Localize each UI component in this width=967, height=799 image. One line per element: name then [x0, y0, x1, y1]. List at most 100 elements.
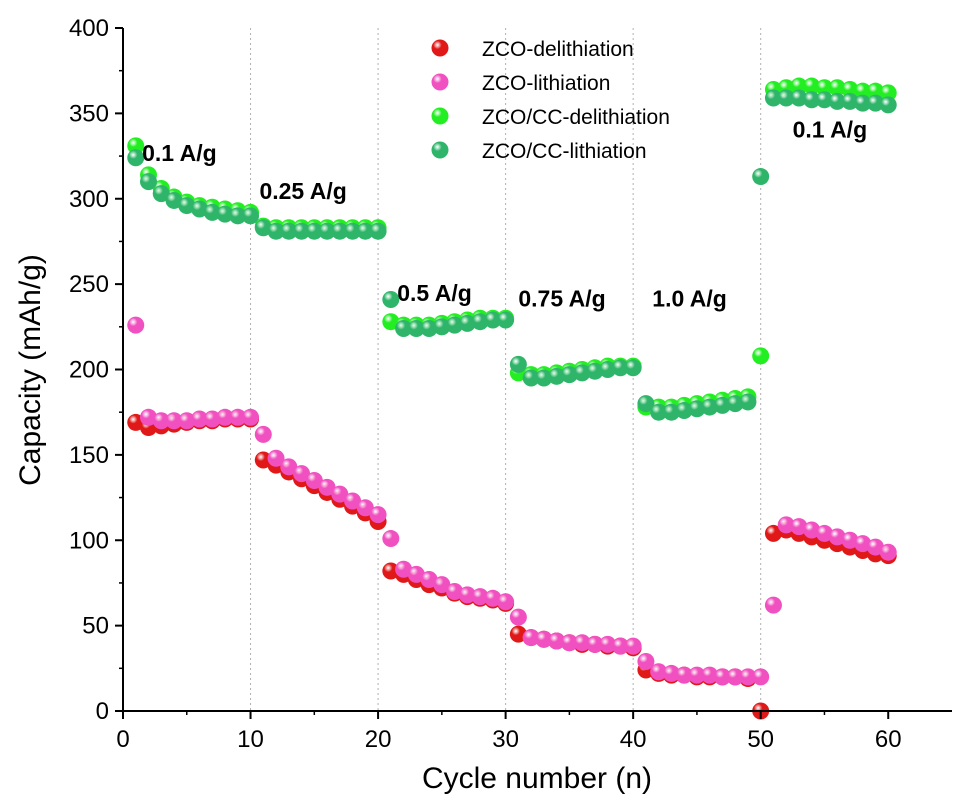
data-point — [203, 410, 221, 428]
data-point — [267, 449, 285, 467]
y-tick-label: 300 — [69, 186, 109, 213]
data-point — [407, 320, 425, 338]
data-point — [382, 290, 400, 308]
data-point — [790, 518, 808, 536]
data-point — [713, 396, 731, 414]
data-point — [305, 471, 323, 489]
data-point — [152, 185, 170, 203]
data-point — [127, 149, 145, 167]
tick-labels: 0 50 100 150 200 250 300 350 400 0 10 20 30 40 50 60 — [69, 15, 902, 753]
data-point — [637, 395, 655, 413]
data-point — [191, 410, 209, 428]
data-point — [624, 637, 642, 655]
data-point — [127, 137, 145, 155]
y-tick-label: 100 — [69, 527, 109, 554]
data-point — [395, 320, 413, 338]
data-point — [318, 222, 336, 240]
data-series — [127, 77, 897, 720]
data-point — [127, 316, 145, 334]
data-point — [764, 89, 782, 107]
data-point — [420, 320, 438, 338]
data-point — [356, 499, 374, 517]
legend-label: ZCO/CC-delithiation — [482, 106, 670, 129]
data-point — [586, 635, 604, 653]
data-point — [280, 458, 298, 476]
data-point — [140, 173, 158, 191]
data-point — [752, 668, 770, 686]
x-tick-label: 50 — [747, 726, 774, 753]
data-point — [229, 408, 247, 426]
data-point — [828, 92, 846, 110]
data-point — [866, 538, 884, 556]
data-point — [662, 664, 680, 682]
data-point — [815, 524, 833, 542]
data-point — [267, 222, 285, 240]
data-point — [382, 530, 400, 548]
data-point — [841, 92, 859, 110]
data-point — [688, 666, 706, 684]
data-point — [344, 492, 362, 510]
data-point — [841, 80, 859, 98]
data-point — [420, 571, 438, 589]
data-point — [522, 369, 540, 387]
rate-annotation: 0.1 A/g — [793, 116, 868, 142]
x-tick-label: 60 — [875, 726, 902, 753]
data-point — [165, 412, 183, 430]
y-tick-label: 50 — [82, 613, 109, 640]
data-point — [446, 582, 464, 600]
rate-annotations: 0.1 A/g 0.25 A/g 0.5 A/g 0.75 A/g 1.0 A/g 0.1… — [142, 116, 867, 311]
data-point — [637, 652, 655, 670]
data-point — [458, 314, 476, 332]
data-point — [548, 632, 566, 650]
data-point — [841, 531, 859, 549]
data-point — [497, 311, 515, 329]
data-point — [764, 596, 782, 614]
data-point — [573, 634, 591, 652]
rate-annotation: 0.25 A/g — [259, 178, 346, 204]
data-point — [560, 366, 578, 384]
y-tick-label: 0 — [96, 698, 109, 725]
data-point — [790, 89, 808, 107]
data-point — [701, 666, 719, 684]
data-point — [879, 96, 897, 114]
data-point — [369, 222, 387, 240]
data-point — [382, 313, 400, 331]
data-point — [777, 516, 795, 534]
data-point — [662, 403, 680, 421]
series-zco-cc-lithiation — [127, 89, 897, 421]
data-point — [331, 222, 349, 240]
axes — [115, 27, 952, 719]
data-point — [650, 663, 668, 681]
data-point — [471, 313, 489, 331]
data-point — [854, 535, 872, 553]
data-point — [433, 576, 451, 594]
data-point — [560, 634, 578, 652]
series-zco-delithiation — [127, 410, 897, 720]
data-point — [344, 222, 362, 240]
data-point — [854, 82, 872, 100]
data-point — [599, 635, 617, 653]
data-point — [216, 408, 234, 426]
rate-annotation: 0.75 A/g — [518, 285, 605, 311]
data-point — [815, 79, 833, 97]
data-point — [739, 393, 757, 411]
data-point — [433, 318, 451, 336]
data-point — [573, 364, 591, 382]
data-point — [879, 84, 897, 102]
data-point — [242, 207, 260, 225]
x-tick-label: 30 — [492, 726, 519, 753]
data-point — [254, 219, 272, 237]
data-point — [395, 560, 413, 578]
data-point — [446, 316, 464, 334]
data-point — [318, 478, 336, 496]
data-point — [624, 359, 642, 377]
data-point — [586, 362, 604, 380]
data-point — [599, 361, 617, 378]
y-axis-title: Capacity (mAh/g) — [14, 254, 47, 486]
legend-label: ZCO/CC-lithiation — [482, 140, 647, 163]
data-point — [866, 94, 884, 112]
legend-marker — [431, 39, 449, 57]
data-point — [140, 408, 158, 426]
data-point — [203, 203, 221, 221]
